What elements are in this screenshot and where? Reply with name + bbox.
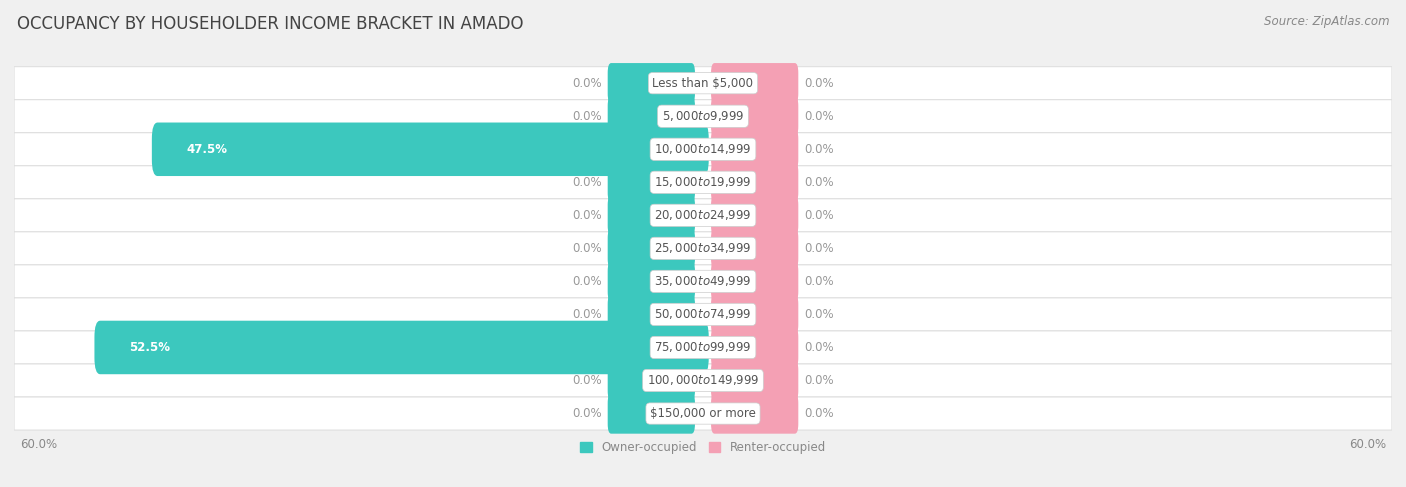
FancyBboxPatch shape [94,321,709,374]
Text: $75,000 to $99,999: $75,000 to $99,999 [654,340,752,355]
FancyBboxPatch shape [14,232,1392,265]
Text: 0.0%: 0.0% [572,176,602,189]
Text: 0.0%: 0.0% [804,374,834,387]
FancyBboxPatch shape [14,100,1392,133]
Text: 0.0%: 0.0% [804,77,834,90]
FancyBboxPatch shape [711,228,799,268]
Text: 0.0%: 0.0% [804,209,834,222]
FancyBboxPatch shape [711,162,799,203]
FancyBboxPatch shape [14,133,1392,166]
Text: Less than $5,000: Less than $5,000 [652,77,754,90]
Text: $25,000 to $34,999: $25,000 to $34,999 [654,242,752,255]
Text: 0.0%: 0.0% [572,308,602,321]
Text: 0.0%: 0.0% [572,374,602,387]
Text: 60.0%: 60.0% [20,438,56,450]
Text: 0.0%: 0.0% [572,77,602,90]
Text: $15,000 to $19,999: $15,000 to $19,999 [654,175,752,189]
Text: 0.0%: 0.0% [804,110,834,123]
FancyBboxPatch shape [14,166,1392,199]
FancyBboxPatch shape [607,96,695,136]
Text: 0.0%: 0.0% [804,308,834,321]
FancyBboxPatch shape [14,265,1392,298]
Text: 0.0%: 0.0% [572,407,602,420]
FancyBboxPatch shape [607,360,695,401]
FancyBboxPatch shape [14,397,1392,430]
FancyBboxPatch shape [711,195,799,236]
FancyBboxPatch shape [711,63,799,103]
FancyBboxPatch shape [711,360,799,401]
Text: 47.5%: 47.5% [186,143,228,156]
Text: $100,000 to $149,999: $100,000 to $149,999 [647,374,759,388]
FancyBboxPatch shape [14,67,1392,100]
Text: $5,000 to $9,999: $5,000 to $9,999 [662,109,744,123]
Text: $10,000 to $14,999: $10,000 to $14,999 [654,142,752,156]
Text: 0.0%: 0.0% [804,143,834,156]
FancyBboxPatch shape [607,162,695,203]
FancyBboxPatch shape [14,364,1392,397]
FancyBboxPatch shape [607,261,695,301]
Text: $20,000 to $24,999: $20,000 to $24,999 [654,208,752,223]
FancyBboxPatch shape [607,393,695,434]
FancyBboxPatch shape [607,294,695,335]
Text: Source: ZipAtlas.com: Source: ZipAtlas.com [1264,15,1389,28]
Text: 0.0%: 0.0% [804,176,834,189]
Text: 0.0%: 0.0% [804,341,834,354]
Text: 0.0%: 0.0% [572,110,602,123]
FancyBboxPatch shape [607,195,695,236]
Text: 0.0%: 0.0% [804,275,834,288]
FancyBboxPatch shape [14,199,1392,232]
Text: 52.5%: 52.5% [129,341,170,354]
Legend: Owner-occupied, Renter-occupied: Owner-occupied, Renter-occupied [575,436,831,459]
Text: 0.0%: 0.0% [572,242,602,255]
FancyBboxPatch shape [607,228,695,268]
Text: $50,000 to $74,999: $50,000 to $74,999 [654,307,752,321]
Text: OCCUPANCY BY HOUSEHOLDER INCOME BRACKET IN AMADO: OCCUPANCY BY HOUSEHOLDER INCOME BRACKET … [17,15,523,33]
FancyBboxPatch shape [711,393,799,434]
Text: 0.0%: 0.0% [804,407,834,420]
Text: 60.0%: 60.0% [1350,438,1386,450]
Text: 0.0%: 0.0% [804,242,834,255]
FancyBboxPatch shape [152,123,709,176]
FancyBboxPatch shape [711,96,799,136]
Text: 0.0%: 0.0% [572,209,602,222]
FancyBboxPatch shape [14,298,1392,331]
Text: $150,000 or more: $150,000 or more [650,407,756,420]
Text: $35,000 to $49,999: $35,000 to $49,999 [654,274,752,288]
FancyBboxPatch shape [607,63,695,103]
FancyBboxPatch shape [711,327,799,368]
Text: 0.0%: 0.0% [572,275,602,288]
FancyBboxPatch shape [14,331,1392,364]
FancyBboxPatch shape [711,261,799,301]
FancyBboxPatch shape [711,129,799,169]
FancyBboxPatch shape [711,294,799,335]
